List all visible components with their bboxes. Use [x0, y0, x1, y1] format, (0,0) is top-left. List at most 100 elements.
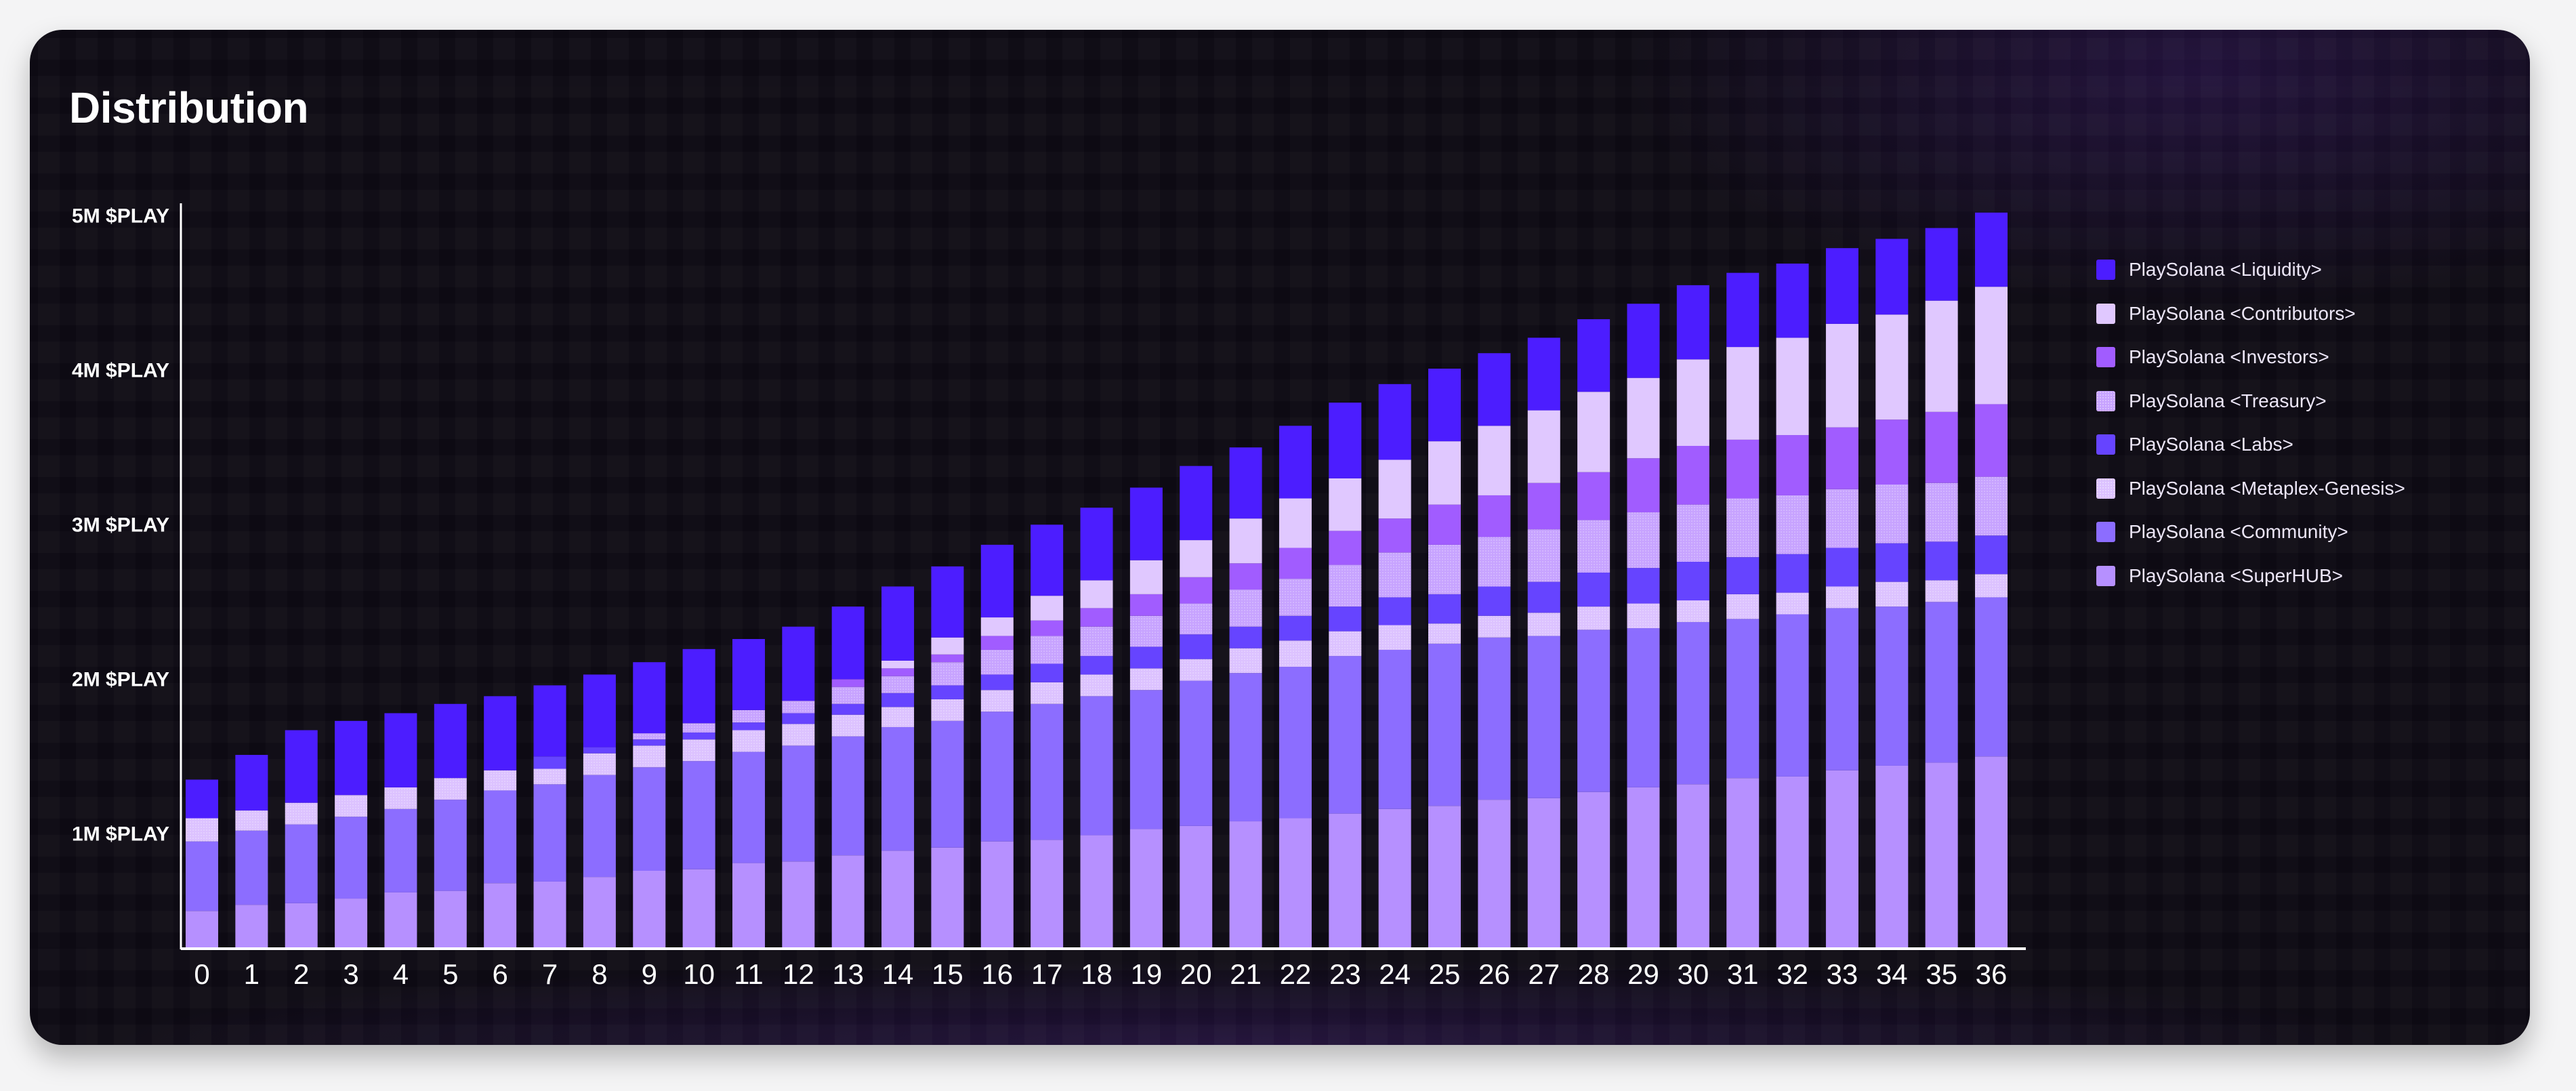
- x-tick-label: 27: [1528, 958, 1560, 990]
- bar-segment-playsolana-metaplex-genesis: [533, 768, 566, 785]
- bar-segment-playsolana-contributors: [1180, 540, 1213, 577]
- legend-item-liquidity[interactable]: PlaySolana <Liquidity>: [2096, 248, 2405, 292]
- legend-item-community[interactable]: PlaySolana <Community>: [2096, 510, 2405, 554]
- legend-item-investors[interactable]: PlaySolana <Investors>: [2096, 335, 2405, 379]
- bar-stack-26: [1478, 353, 1511, 948]
- legend-label: PlaySolana <Contributors>: [2129, 302, 2356, 324]
- bar-segment-playsolana-metaplex-genesis: [980, 690, 1014, 712]
- legend-item-labs[interactable]: PlaySolana <Labs>: [2096, 423, 2405, 467]
- bar-segment-playsolana-treasury: [1875, 485, 1909, 543]
- bar-segment-playsolana-superhub: [1279, 818, 1312, 948]
- bar-segment-playsolana-investors: [1825, 427, 1858, 489]
- bar-stack-33: [1825, 248, 1858, 948]
- x-tick-label: 0: [194, 958, 209, 990]
- x-tick-label: 24: [1379, 958, 1411, 990]
- bars: [186, 212, 2008, 948]
- bar-segment-playsolana-community: [533, 784, 566, 882]
- bar-segment-playsolana-treasury: [1329, 564, 1362, 607]
- bar-stack-1: [235, 755, 268, 948]
- bar-segment-playsolana-metaplex-genesis: [1229, 648, 1262, 674]
- bar-segment-playsolana-community: [831, 736, 865, 856]
- legend-item-metaplex-genesis[interactable]: PlaySolana <Metaplex-Genesis>: [2096, 467, 2405, 511]
- bar-segment-playsolana-community: [484, 790, 517, 884]
- bar-segment-playsolana-contributors: [1378, 459, 1411, 519]
- bar-segment-playsolana-investors: [980, 636, 1014, 650]
- bar-segment-playsolana-labs: [533, 756, 566, 769]
- bar-segment-playsolana-contributors: [1825, 323, 1858, 428]
- bar-segment-playsolana-investors: [1129, 594, 1163, 616]
- bar-segment-playsolana-metaplex-genesis: [1875, 581, 1909, 607]
- bar-stack-18: [1080, 508, 1113, 948]
- bar-segment-playsolana-superhub: [1080, 835, 1113, 948]
- bar-stack-30: [1676, 285, 1709, 948]
- bar-stack-28: [1577, 319, 1611, 948]
- x-tick-label: 18: [1081, 958, 1113, 990]
- legend-label: PlaySolana <Investors>: [2129, 346, 2329, 368]
- bar-stack-9: [633, 662, 666, 948]
- legend-item-contributors[interactable]: PlaySolana <Contributors>: [2096, 292, 2405, 336]
- bar-segment-playsolana-treasury: [980, 649, 1014, 675]
- bar-segment-playsolana-contributors: [1329, 478, 1362, 531]
- legend-label: PlaySolana <SuperHUB>: [2129, 564, 2343, 586]
- bar-stack-31: [1726, 272, 1760, 948]
- bar-segment-playsolana-community: [434, 800, 467, 891]
- bar-segment-playsolana-metaplex-genesis: [1676, 600, 1709, 622]
- bar-segment-playsolana-treasury: [1577, 520, 1611, 573]
- legend-swatch: [2096, 347, 2115, 368]
- bar-segment-playsolana-liquidity: [235, 755, 268, 811]
- bar-segment-playsolana-superhub: [533, 881, 566, 948]
- bar-segment-playsolana-liquidity: [682, 649, 715, 724]
- bar-segment-playsolana-investors: [1776, 435, 1809, 495]
- bar-segment-playsolana-treasury: [831, 686, 865, 704]
- bar-segment-playsolana-community: [1875, 606, 1909, 766]
- legend-swatch: [2096, 434, 2115, 455]
- x-tick-label: 5: [442, 958, 458, 990]
- bar-segment-playsolana-community: [1180, 680, 1213, 826]
- x-tick-label: 31: [1727, 958, 1759, 990]
- bar-stack-14: [881, 586, 915, 948]
- chart-legend: PlaySolana <Liquidity> PlaySolana <Contr…: [2096, 248, 2405, 598]
- bar-segment-playsolana-treasury: [1229, 590, 1262, 627]
- bar-segment-playsolana-superhub: [1478, 800, 1511, 948]
- legend-label: PlaySolana <Labs>: [2129, 434, 2293, 455]
- y-tick-labels: 1M $PLAY 2M $PLAY 3M $PLAY 4M $PLAY 5M $PLAY: [72, 205, 169, 845]
- bar-segment-playsolana-liquidity: [484, 696, 517, 770]
- bar-segment-playsolana-contributors: [1527, 410, 1560, 483]
- x-tick-label: 32: [1777, 958, 1808, 990]
- bar-segment-playsolana-metaplex-genesis: [881, 707, 915, 727]
- bar-segment-playsolana-treasury: [1825, 489, 1858, 548]
- bar-segment-playsolana-investors: [1180, 577, 1213, 604]
- bar-segment-playsolana-metaplex-genesis: [1031, 682, 1064, 704]
- bar-segment-playsolana-metaplex-genesis: [1925, 580, 1958, 602]
- bar-segment-playsolana-labs: [1527, 581, 1560, 613]
- bar-segment-playsolana-labs: [1229, 626, 1262, 649]
- bar-segment-playsolana-superhub: [484, 883, 517, 948]
- bar-segment-playsolana-community: [1080, 696, 1113, 836]
- bar-segment-playsolana-labs: [682, 732, 715, 740]
- x-tick-label: 26: [1478, 958, 1510, 990]
- bar-stack-16: [980, 544, 1014, 948]
- chart-title: Distribution: [69, 83, 309, 132]
- bar-segment-playsolana-metaplex-genesis: [1378, 625, 1411, 650]
- bar-segment-playsolana-labs: [1031, 663, 1064, 682]
- legend-item-treasury[interactable]: PlaySolana <Treasury>: [2096, 379, 2405, 424]
- bar-segment-playsolana-community: [1577, 630, 1611, 792]
- bar-segment-playsolana-labs: [1776, 554, 1809, 593]
- bar-segment-playsolana-community: [335, 817, 368, 899]
- bar-segment-playsolana-treasury: [1478, 537, 1511, 587]
- bar-stack-13: [831, 606, 865, 948]
- x-tick-label: 11: [734, 958, 764, 990]
- bar-segment-playsolana-liquidity: [1627, 304, 1660, 378]
- bar-segment-playsolana-superhub: [682, 869, 715, 948]
- bar-segment-playsolana-labs: [1279, 615, 1312, 641]
- bar-segment-playsolana-contributors: [1031, 596, 1064, 621]
- bar-segment-playsolana-liquidity: [1776, 263, 1809, 338]
- legend-item-superhub[interactable]: PlaySolana <SuperHUB>: [2096, 554, 2405, 598]
- legend-swatch: [2096, 303, 2115, 324]
- bar-segment-playsolana-superhub: [831, 855, 865, 948]
- bar-segment-playsolana-labs: [1378, 597, 1411, 625]
- bar-segment-playsolana-liquidity: [1180, 466, 1213, 541]
- legend-swatch: [2096, 260, 2115, 281]
- bar-segment-playsolana-community: [1676, 621, 1709, 785]
- bar-segment-playsolana-superhub: [1627, 787, 1660, 948]
